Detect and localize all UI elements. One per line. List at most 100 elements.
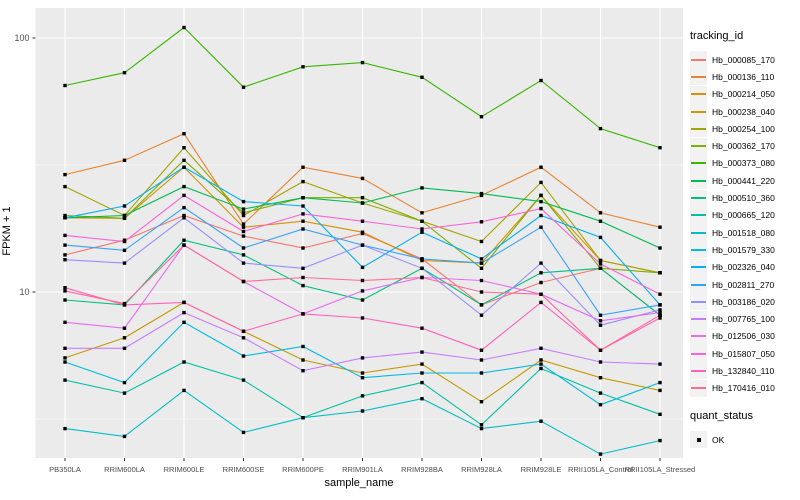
data-point-marker [182,360,186,364]
data-point-marker [63,360,67,364]
data-point-marker [420,266,424,270]
data-point-marker [598,348,603,352]
data-point-marker [539,261,543,265]
series-color-swatch-icon [690,345,707,363]
data-point-marker [658,308,662,312]
legend-item: Hb_000373_080 [690,154,800,172]
data-point-marker [122,434,127,439]
series-line-icon [691,58,706,61]
data-point-marker [301,204,305,208]
data-point-marker [122,239,127,244]
data-point-marker [598,313,603,317]
legend-item: Hb_001579_330 [690,241,800,259]
series-color-swatch-icon [690,379,707,397]
legend-item-ok: OK [690,431,800,449]
data-point-marker [241,336,246,340]
data-point-marker [658,316,662,320]
series-line-icon [691,266,706,269]
ok-square-marker-icon [690,431,707,449]
data-point-marker [122,204,127,208]
legend-item: Hb_015807_050 [690,345,800,363]
series-color-swatch-icon [690,293,707,311]
data-point-marker [122,336,127,340]
legend-item: Hb_000085_170 [690,51,800,69]
data-point-marker [420,75,424,79]
data-point-marker [539,213,543,218]
data-point-marker [539,346,543,350]
series-line-icon [691,352,706,355]
data-point-marker [122,391,127,395]
series-color-swatch-icon [690,154,707,172]
series-line-icon [691,369,706,372]
data-point-marker [479,348,484,352]
data-point-marker [539,193,543,198]
data-point-marker [360,219,365,223]
data-point-marker [63,289,67,293]
data-point-marker [301,369,305,373]
series-line-icon [691,231,706,234]
data-point-marker [360,243,365,247]
legend-item: Hb_170416_010 [690,379,800,397]
legend-item-label: Hb_000085_170 [712,54,775,65]
series-line-icon [691,179,706,182]
data-point-marker [420,211,424,215]
data-point-marker [658,292,662,296]
legend-item: Hb_002811_270 [690,276,800,293]
legend-item-label: Hb_001579_330 [712,244,775,255]
legend-item: Hb_000362_170 [690,137,800,155]
data-point-marker [182,205,186,210]
x-tick-label: RRIM928BA [401,465,443,474]
x-tick-label: RRIM928LE [521,465,562,474]
data-point-marker [360,316,365,320]
data-point-marker [182,165,186,169]
data-point-marker [479,239,484,244]
legend-item-label: Hb_007765_100 [712,314,775,325]
data-point-marker [479,303,484,307]
data-point-marker [598,235,603,240]
data-point-marker [420,186,424,190]
series-color-swatch-icon [690,189,707,207]
series-line-icon [691,93,706,96]
data-point-marker [63,83,67,88]
data-point-marker [598,319,603,323]
data-point-marker [598,258,603,263]
series-color-swatch-icon [690,103,707,121]
legend-item-list: Hb_000085_170 Hb_000136_110 Hb_000214_050 H… [690,51,800,397]
data-point-marker [63,298,67,302]
data-point-marker [360,196,365,200]
data-point-marker [539,292,543,296]
legend-item-label: Hb_003186_020 [712,296,775,307]
data-point-marker [301,283,305,288]
data-point-marker [479,400,484,404]
data-point-marker [658,303,662,307]
legend-title-tracking-id: tracking_id [690,30,744,42]
data-point-marker [63,356,67,360]
legend-title-quant-status: quant_status [690,409,753,422]
data-point-marker [598,376,603,380]
legend-item-label: Hb_001518_080 [712,227,775,238]
y-axis-title: FPKM + 1 [1,206,13,256]
data-point-marker [241,234,246,238]
data-point-marker [241,354,246,358]
legend-item: Hb_000665_120 [690,206,800,224]
data-point-marker [598,391,603,395]
legend-item: Hb_001518_080 [690,224,800,242]
y-tick-label: 10 [19,287,29,297]
data-point-marker [241,222,246,226]
data-point-marker [539,271,543,275]
data-point-marker [539,419,543,423]
data-point-marker [658,412,662,416]
legend-item-label: Hb_000665_120 [712,210,775,221]
data-point-marker [301,358,305,362]
data-point-marker [182,300,186,305]
data-point-marker [63,346,67,350]
data-point-marker [598,126,603,131]
data-point-marker [182,320,186,324]
data-point-marker [301,312,305,316]
data-point-marker [182,388,186,393]
data-point-marker [539,225,543,229]
data-point-marker [539,199,543,204]
data-point-marker [479,261,484,265]
data-point-marker [122,326,127,330]
